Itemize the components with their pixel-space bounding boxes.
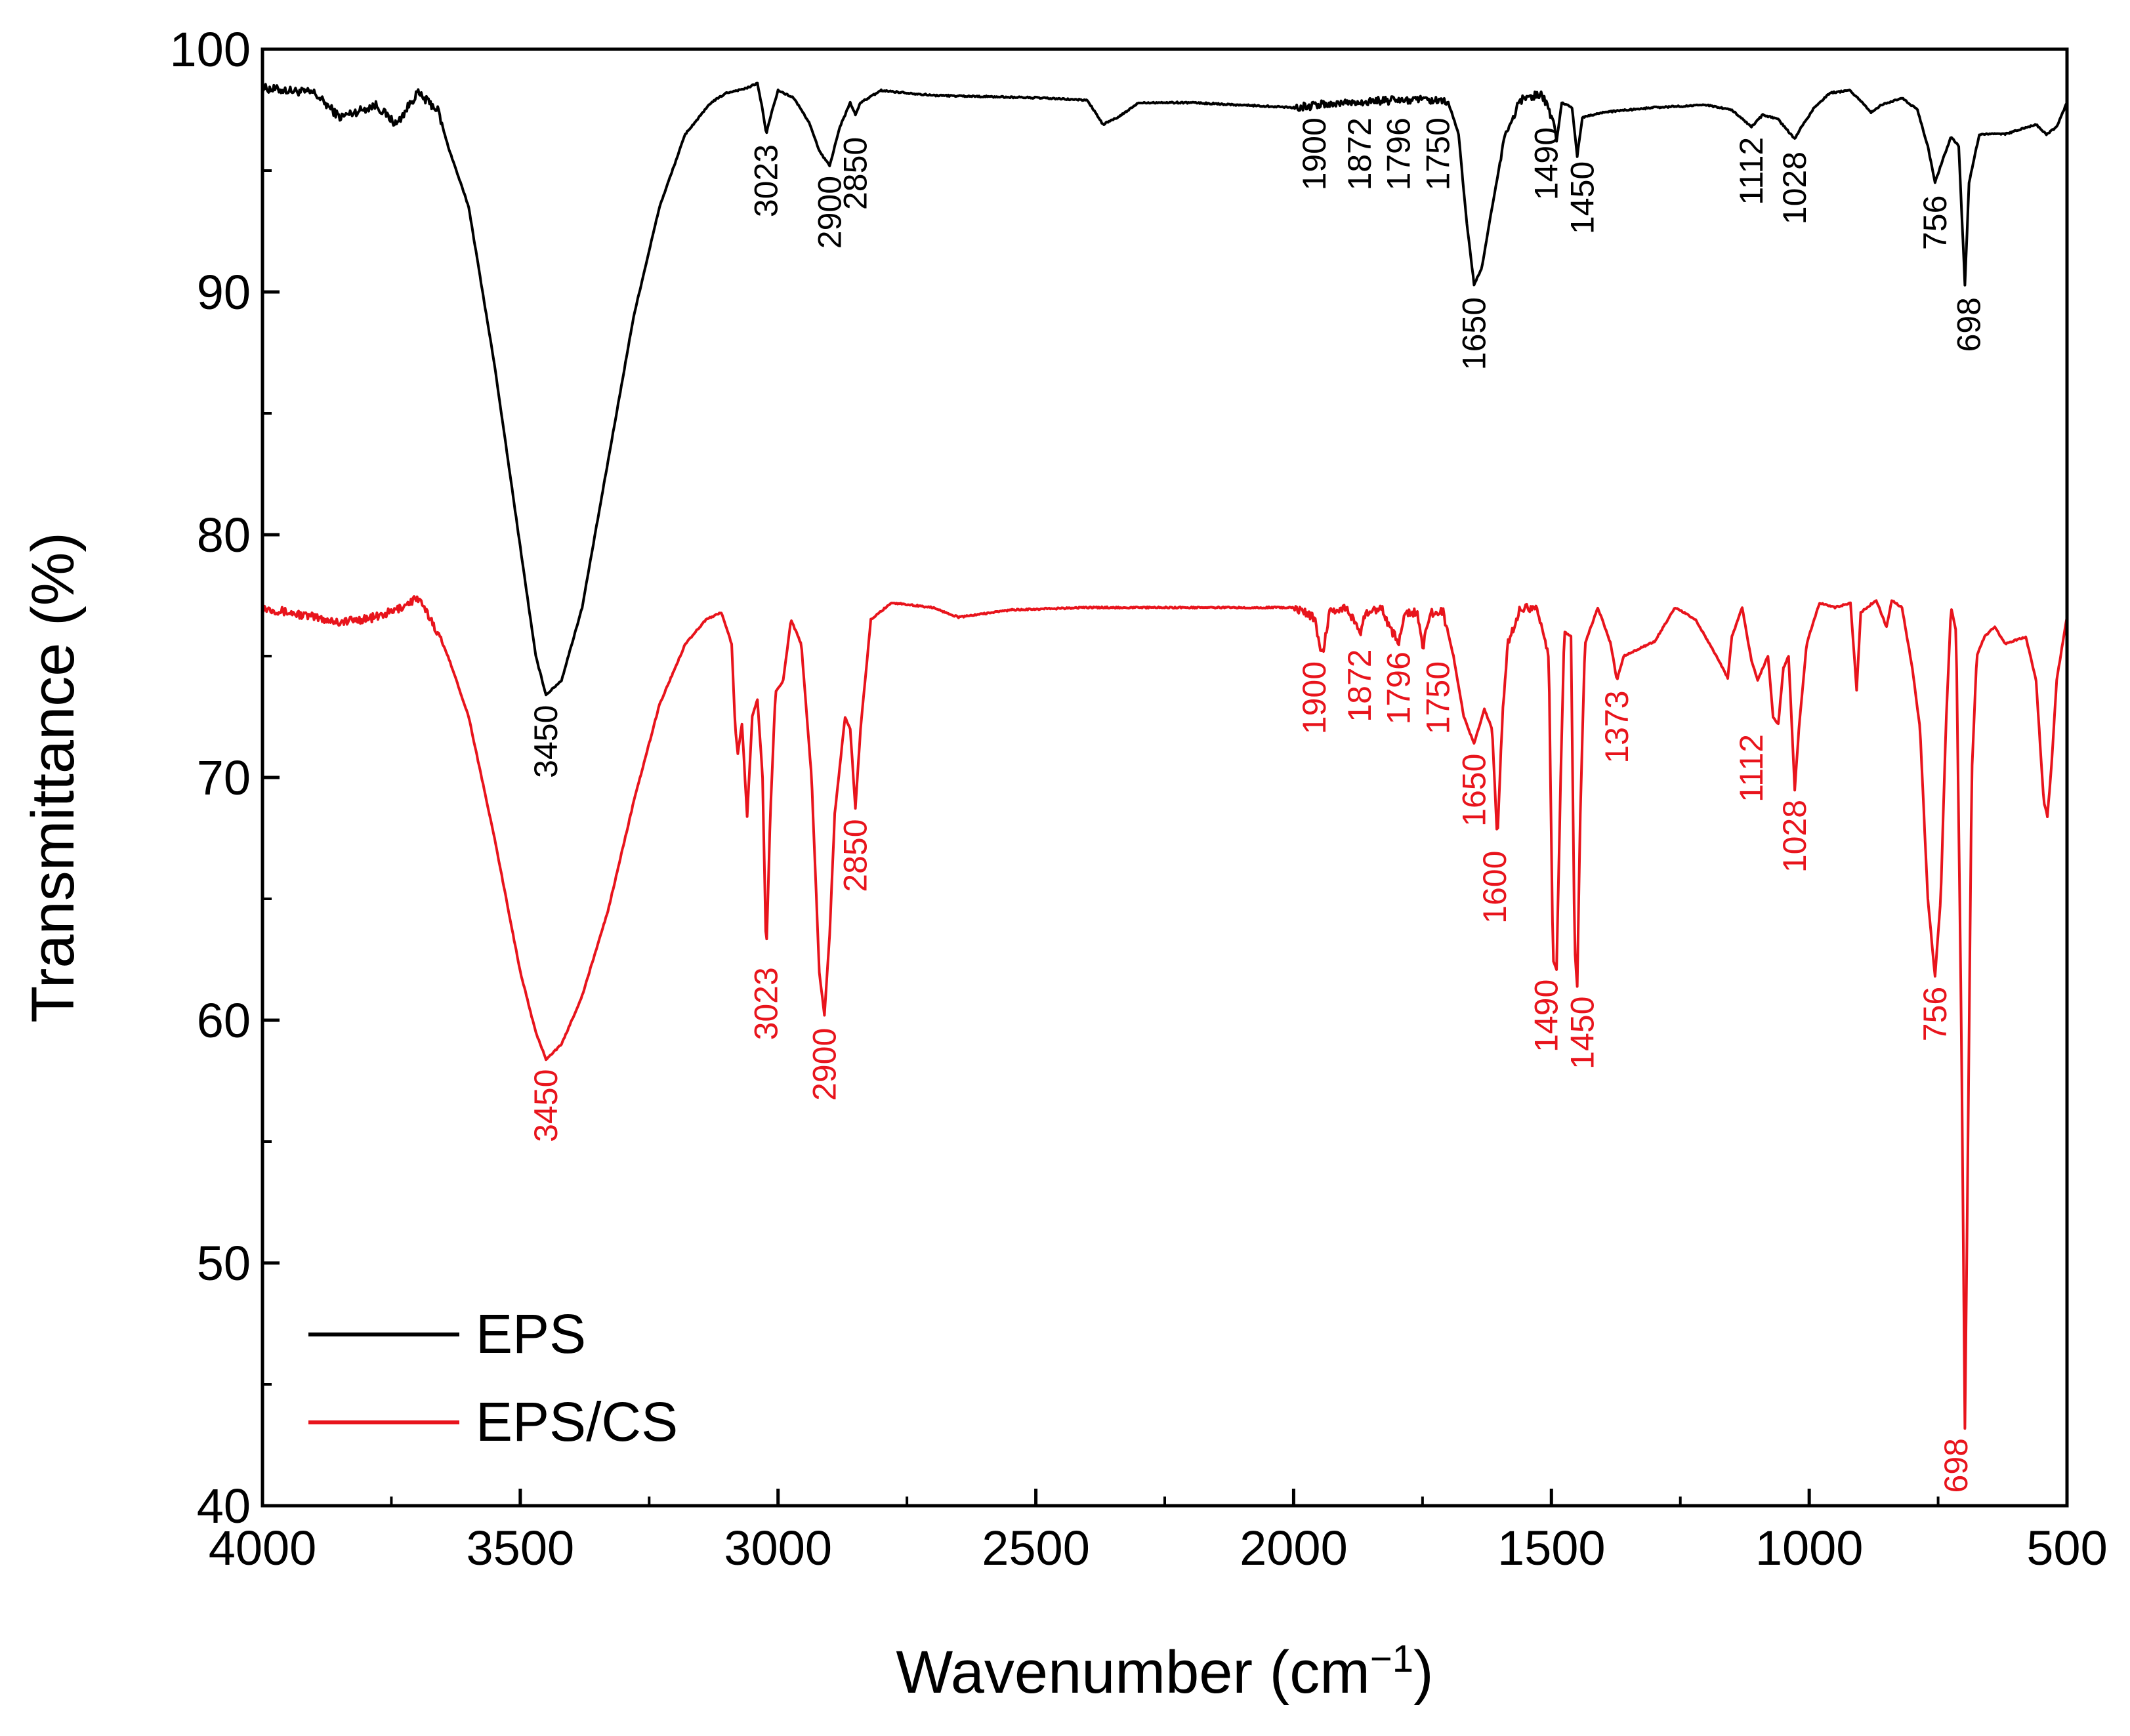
peak-label-1750: 1750 bbox=[1419, 117, 1456, 190]
legend-label-eps: EPS bbox=[476, 1303, 586, 1365]
x-axis-title-main: Wavenumber (cm bbox=[896, 1639, 1370, 1706]
peak-label-698: 698 bbox=[1951, 297, 1988, 352]
y-tick-label: 100 bbox=[170, 22, 251, 77]
y-axis-title: Transmittance (%) bbox=[20, 532, 87, 1023]
x-tick-label: 2000 bbox=[1240, 1521, 1348, 1575]
peak-label-1112: 1112 bbox=[1733, 137, 1770, 205]
peak-label-2850: 2850 bbox=[837, 819, 874, 892]
tick-labels: 4000 3500 3000 2500 2000 1500 1000 500 40 50 60 70 8… bbox=[170, 22, 2108, 1575]
peak-label-1650: 1650 bbox=[1455, 297, 1492, 370]
peak-label-1028: 1028 bbox=[1776, 800, 1813, 873]
y-tick-label: 80 bbox=[197, 508, 251, 562]
x-tick-label: 2500 bbox=[982, 1521, 1090, 1575]
peak-label-2850: 2850 bbox=[837, 137, 874, 210]
peak-label-3023: 3023 bbox=[748, 967, 785, 1040]
peak-label-3450: 3450 bbox=[528, 705, 564, 778]
y-tick-label: 90 bbox=[197, 265, 251, 320]
peak-label-1872: 1872 bbox=[1341, 117, 1378, 190]
peak-label-1872: 1872 bbox=[1341, 650, 1378, 722]
x-axis-title-close: ) bbox=[1413, 1639, 1434, 1706]
series-layer bbox=[261, 81, 2068, 1430]
peak-label-1490: 1490 bbox=[1528, 127, 1564, 200]
peak-label-1112: 1112 bbox=[1733, 734, 1770, 802]
peak-label-1900: 1900 bbox=[1296, 661, 1333, 734]
peak-label-2900: 2900 bbox=[811, 176, 848, 249]
x-tick-label: 1500 bbox=[1497, 1521, 1606, 1575]
peak-label-1373: 1373 bbox=[1598, 690, 1635, 763]
peak-label-1750: 1750 bbox=[1419, 661, 1456, 734]
peak-label-2900: 2900 bbox=[806, 1028, 843, 1101]
peak-label-1490: 1490 bbox=[1528, 980, 1564, 1052]
legend-label-eps-cs: EPS/CS bbox=[476, 1391, 678, 1453]
peak-label-1450: 1450 bbox=[1564, 161, 1600, 234]
x-axis-title-sup: −1 bbox=[1370, 1638, 1413, 1680]
peak-label-1900: 1900 bbox=[1296, 117, 1333, 190]
peak-label-1796: 1796 bbox=[1381, 651, 1417, 724]
peak-label-3023: 3023 bbox=[748, 144, 785, 217]
y-tick-label: 70 bbox=[197, 751, 251, 805]
peak-label-3450: 3450 bbox=[528, 1069, 564, 1142]
x-tick-label: 500 bbox=[2026, 1521, 2107, 1575]
x-tick-label: 1000 bbox=[1755, 1521, 1864, 1575]
y-tick-label: 50 bbox=[197, 1236, 251, 1291]
peak-label-1028: 1028 bbox=[1776, 152, 1813, 224]
y-tick-label: 40 bbox=[197, 1479, 251, 1533]
peak-label-1650: 1650 bbox=[1455, 754, 1492, 827]
peak-label-698: 698 bbox=[1938, 1438, 1974, 1493]
peak-label-1796: 1796 bbox=[1381, 117, 1417, 190]
series-line-eps bbox=[261, 81, 2068, 697]
x-tick-label: 4000 bbox=[209, 1521, 317, 1575]
series-line-eps-cs bbox=[262, 595, 2068, 1430]
peak-label-1450: 1450 bbox=[1564, 997, 1600, 1069]
plot-frame bbox=[261, 47, 2069, 1508]
peak-label-1600: 1600 bbox=[1476, 851, 1513, 924]
peak-label-756: 756 bbox=[1917, 196, 1953, 250]
x-axis-title: Wavenumber (cm−1) bbox=[896, 1638, 1433, 1706]
legend: EPS EPS/CS bbox=[308, 1303, 678, 1453]
x-tick-label: 3000 bbox=[724, 1521, 832, 1575]
peak-label-756: 756 bbox=[1917, 987, 1953, 1041]
x-tick-label: 3500 bbox=[467, 1521, 575, 1575]
y-tick-label: 60 bbox=[197, 993, 251, 1048]
